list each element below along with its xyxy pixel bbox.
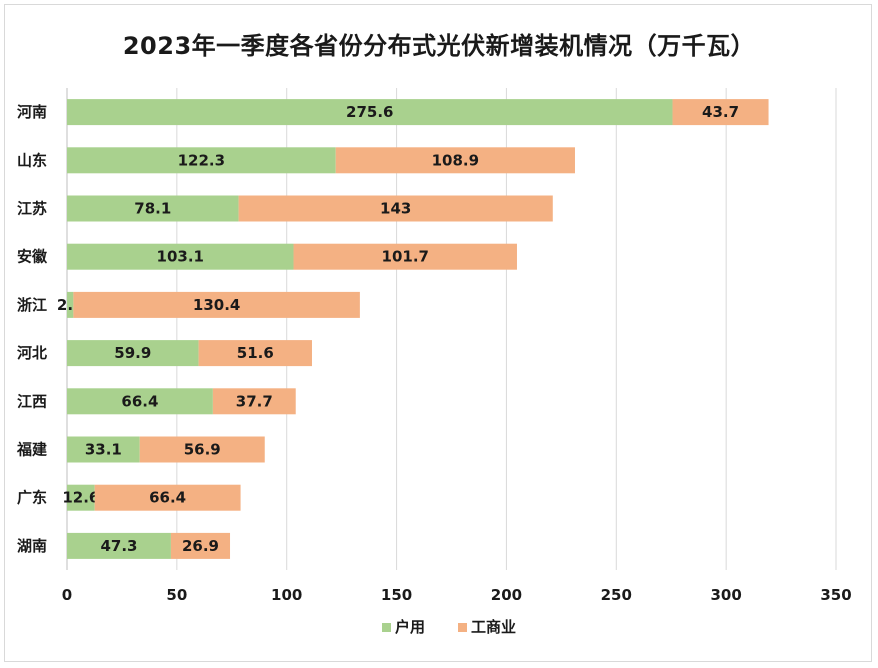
legend-swatch [382,623,391,632]
x-tick-label: 0 [62,586,72,604]
bar-segment [67,484,95,511]
data-label: 103.1 [157,248,204,266]
category-label: 山东 [17,151,47,169]
category-label: 湖南 [17,537,47,555]
data-label: 66.4 [149,489,186,507]
data-label: 143 [380,200,411,218]
bar-segment [212,388,296,415]
category-label: 浙江 [17,296,47,314]
data-label: 78.1 [134,200,171,218]
category-label: 福建 [16,441,48,459]
category-label: 广东 [17,489,47,507]
bar-segment [139,436,265,463]
data-label: 47.3 [100,537,137,555]
legend-label: 工商业 [471,618,516,636]
bar-segment [67,147,336,174]
bar-segment [67,340,199,367]
chart-title: 2023年一季度各省份分布式光伏新增装机情况（万千瓦） [122,32,756,60]
data-label: 37.7 [236,392,273,410]
bar-segment [238,195,553,222]
category-label: 江苏 [17,200,47,218]
bar-segment [198,340,312,367]
data-label: 66.4 [121,392,158,410]
bar-segment [94,484,241,511]
data-label: 26.9 [182,537,219,555]
x-tick-label: 50 [166,586,187,604]
data-label: 59.9 [114,344,151,362]
legend-swatch [458,623,467,632]
bar-segment [672,99,769,126]
data-label: 122.3 [178,151,225,169]
data-label: 108.9 [432,151,479,169]
category-label: 江西 [17,392,47,410]
bar-segment [335,147,575,174]
data-label: 130.4 [193,296,240,314]
bar-segment [67,99,673,126]
legend-label: 户用 [395,618,425,636]
bar-segment [67,243,294,270]
data-label: 56.9 [184,441,221,459]
bar-segment [67,388,213,415]
x-tick-label: 150 [381,586,412,604]
category-label: 河北 [17,344,47,362]
x-tick-label: 300 [710,586,741,604]
bar-segment [73,291,360,318]
data-label: 33.1 [85,441,122,459]
bar-segment [67,436,140,463]
data-label: 51.6 [237,344,274,362]
category-label: 河南 [17,103,47,121]
bar-segment [170,532,231,559]
data-label: 12.6 [62,489,99,507]
category-label: 安徽 [17,248,48,266]
bar-segment [293,243,517,270]
data-label: 101.7 [382,248,429,266]
bar-segment [67,291,74,318]
x-tick-label: 250 [601,586,632,604]
x-tick-label: 350 [820,586,851,604]
bar-segment [67,532,171,559]
data-label: 275.6 [346,103,393,121]
x-tick-label: 100 [271,586,302,604]
x-tick-label: 200 [491,586,522,604]
bar-segment [67,195,239,222]
data-label: 43.7 [702,103,739,121]
